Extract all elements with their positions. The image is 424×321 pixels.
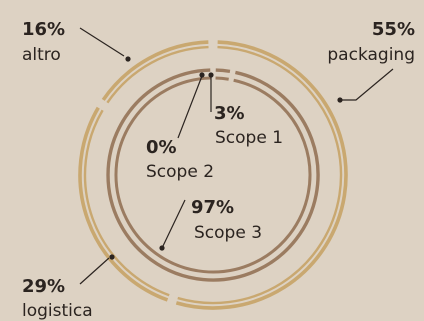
scope3-leader-line: [162, 199, 186, 247]
outer-arc-logistica: [78, 106, 169, 302]
outer-arc-logistica-inner-line: [83, 109, 170, 297]
scope1-percent-label: 3%: [214, 103, 245, 124]
inner-arc-scope-3: [106, 68, 320, 282]
packaging-leader-line: [342, 68, 394, 101]
scope2-percent-label: 0%: [146, 137, 177, 158]
scope1-name-label: Scope 1: [215, 128, 283, 148]
leaders-layer: [79, 27, 394, 285]
logistica-leader-line: [79, 257, 110, 285]
scope2-leader-line: [177, 75, 203, 139]
scope3-name-label: Scope 3: [194, 223, 262, 243]
logistica-name-label: logistica: [22, 301, 93, 321]
packaging-percent-label: 55%: [372, 19, 415, 40]
scope3-percent-label: 97%: [191, 197, 234, 218]
scope1-leader-dot: [208, 72, 214, 78]
logistica-percent-label: 29%: [22, 276, 65, 297]
inner-arc-scope-3-inner-line: [114, 76, 312, 274]
altro-name-label: altro: [22, 45, 61, 65]
logistica-leader-dot: [109, 254, 115, 260]
scope3-leader-dot: [159, 245, 165, 251]
inner-arc-scope-1-inner-line: [215, 76, 229, 81]
packaging-name-label: packaging: [327, 45, 415, 65]
outer-arc-altro-inner-line: [106, 45, 209, 104]
packaging-leader-dot: [337, 97, 343, 103]
outer-arc-packaging: [175, 40, 348, 310]
rings-layer: [78, 40, 348, 310]
scope2-leader-dot: [199, 72, 205, 78]
inner-arc-scope-1: [215, 68, 231, 74]
altro-leader-dot: [125, 56, 131, 62]
altro-percent-label: 16%: [22, 19, 65, 40]
outer-arc-packaging-inner-line: [177, 45, 343, 305]
outer-arc-altro: [101, 40, 209, 101]
altro-leader-line: [79, 27, 125, 57]
scope2-name-label: Scope 2: [146, 162, 214, 182]
